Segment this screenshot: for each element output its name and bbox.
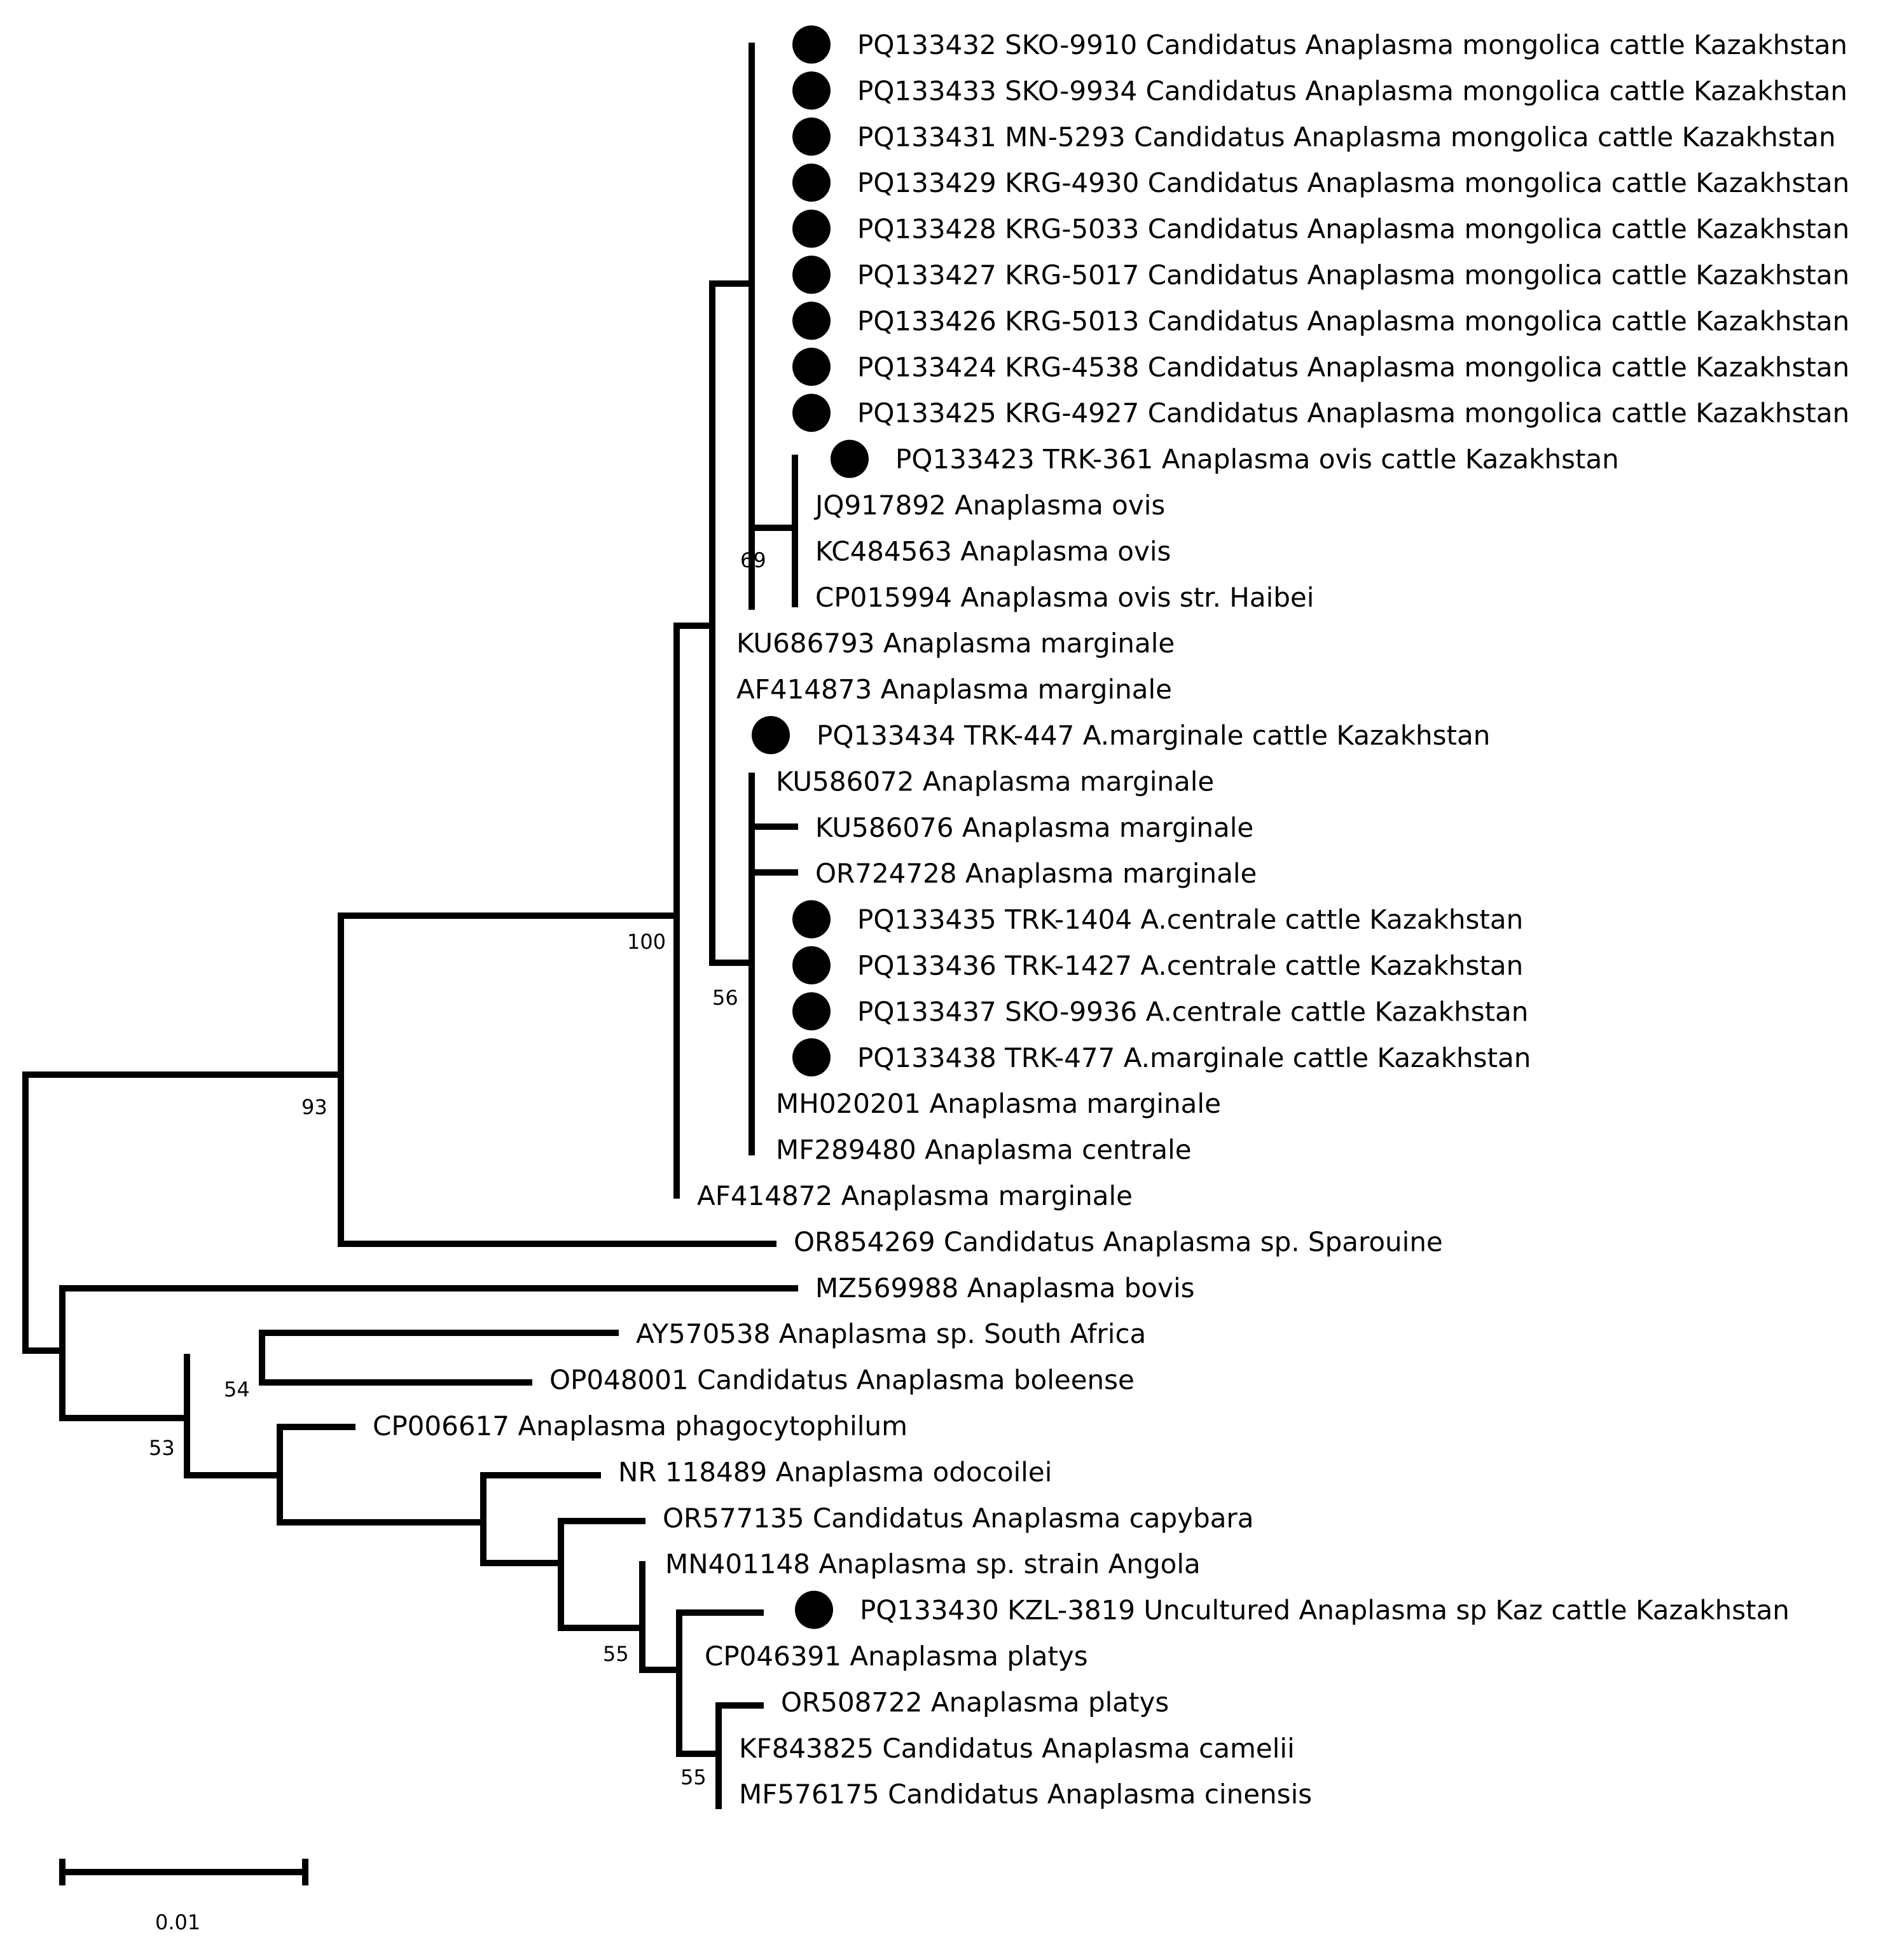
leaf-label: PQ133431 MN-5293 Candidatus Anaplasma mo… [857,121,1836,153]
sample-marker [795,1590,833,1629]
leaf-label: PQ133423 TRK-361 Anaplasma ovis cattle K… [895,444,1619,475]
leaf-label: PQ133425 KRG-4927 Candidatus Anaplasma m… [857,397,1849,429]
bootstrap-value: 56 [712,986,738,1010]
bootstrap-value: 55 [603,1642,629,1666]
leaf-label: MF576175 Candidatus Anaplasma cinensis [739,1779,1312,1810]
leaf-label: PQ133436 TRK-1427 A.centrale cattle Kaza… [857,950,1523,981]
leaf-label: PQ133432 SKO-9910 Candidatus Anaplasma m… [857,29,1847,60]
leaf-label: KU686793 Anaplasma marginale [736,628,1175,659]
sample-markers [752,25,869,1629]
leaf-label: PQ133429 KRG-4930 Candidatus Anaplasma m… [857,167,1849,198]
bootstrap-value: 100 [627,930,666,954]
sample-marker [831,439,869,478]
leaf-label: CP015994 Anaplasma ovis str. Haibei [815,582,1314,613]
bootstrap-value: 69 [740,548,766,572]
leaf-label: MH020201 Anaplasma marginale [776,1088,1221,1119]
leaf-label: CP006617 Anaplasma phagocytophilum [373,1410,907,1442]
leaf-label: KC484563 Anaplasma ovis [815,535,1171,567]
scale-bar: 0.01 [59,1859,308,1934]
leaf-label: KU586072 Anaplasma marginale [776,766,1214,797]
leaf-label: PQ133438 TRK-477 A.marginale cattle Kaza… [857,1042,1531,1073]
leaf-label: JQ917892 Anaplasma ovis [813,490,1165,521]
leaf-label: PQ133433 SKO-9934 Candidatus Anaplasma m… [857,75,1847,106]
leaf-label: PQ133428 KRG-5033 Candidatus Anaplasma m… [857,214,1849,245]
sample-marker [792,163,831,202]
leaf-label: PQ133424 KRG-4538 Candidatus Anaplasma m… [857,352,1849,383]
bootstrap-value: 53 [149,1436,175,1460]
sample-marker [792,900,831,939]
sample-marker [792,117,831,156]
leaf-label: AY570538 Anaplasma sp. South Africa [636,1318,1146,1349]
sample-marker [792,209,831,248]
leaf-label: AF414873 Anaplasma marginale [736,674,1172,705]
leaf-label: PQ133434 TRK-447 A.marginale cattle Kaza… [817,720,1490,751]
leaf-label: OR724728 Anaplasma marginale [815,858,1257,889]
sample-marker [792,301,831,340]
leaf-labels: PQ133432 SKO-9910 Candidatus Anaplasma m… [373,29,1849,1810]
leaf-label: PQ133430 KZL-3819 Uncultured Anaplasma s… [860,1595,1790,1626]
leaf-label: MN401148 Anaplasma sp. strain Angola [665,1548,1201,1580]
leaf-label: AF414872 Anaplasma marginale [697,1180,1133,1211]
leaf-label: KU586076 Anaplasma marginale [815,812,1253,843]
tree-branches [22,43,798,1809]
sample-marker [752,716,790,754]
leaf-label: PQ133426 KRG-5013 Candidatus Anaplasma m… [857,305,1849,336]
bootstrap-value: 93 [301,1095,328,1119]
leaf-label: KF843825 Candidatus Anaplasma camelii [739,1733,1295,1764]
scale-bar-line [59,1859,308,1885]
sample-marker [792,992,831,1031]
leaf-label: PQ133437 SKO-9936 A.centrale cattle Kaza… [857,996,1528,1027]
leaf-label: OR854269 Candidatus Anaplasma sp. Sparou… [794,1226,1443,1257]
leaf-label: CP046391 Anaplasma platys [705,1641,1088,1672]
bootstrap-value: 54 [224,1377,250,1402]
leaf-label: PQ133427 KRG-5017 Candidatus Anaplasma m… [857,259,1849,291]
sample-marker [792,946,831,984]
leaf-label: NR 118489 Anaplasma odocoilei [618,1456,1052,1487]
sample-marker [792,25,831,64]
bootstrap-value: 55 [680,1765,707,1789]
leaf-label: OR508722 Anaplasma platys [781,1686,1169,1718]
bootstrap-values: 69 100 56 93 54 53 55 55 [149,548,766,1789]
leaf-label: PQ133435 TRK-1404 A.centrale cattle Kaza… [857,904,1523,935]
sample-marker [792,256,831,294]
leaf-label: MF289480 Anaplasma centrale [776,1134,1192,1166]
leaf-label: MZ569988 Anaplasma bovis [815,1272,1195,1304]
leaf-label: OP048001 Candidatus Anaplasma boleense [549,1365,1135,1396]
sample-marker [792,394,831,432]
scale-bar-label: 0.01 [155,1910,200,1934]
sample-marker [792,71,831,110]
leaf-label: OR577135 Candidatus Anaplasma capybara [663,1503,1253,1534]
sample-marker [792,347,831,386]
sample-marker [792,1038,831,1077]
